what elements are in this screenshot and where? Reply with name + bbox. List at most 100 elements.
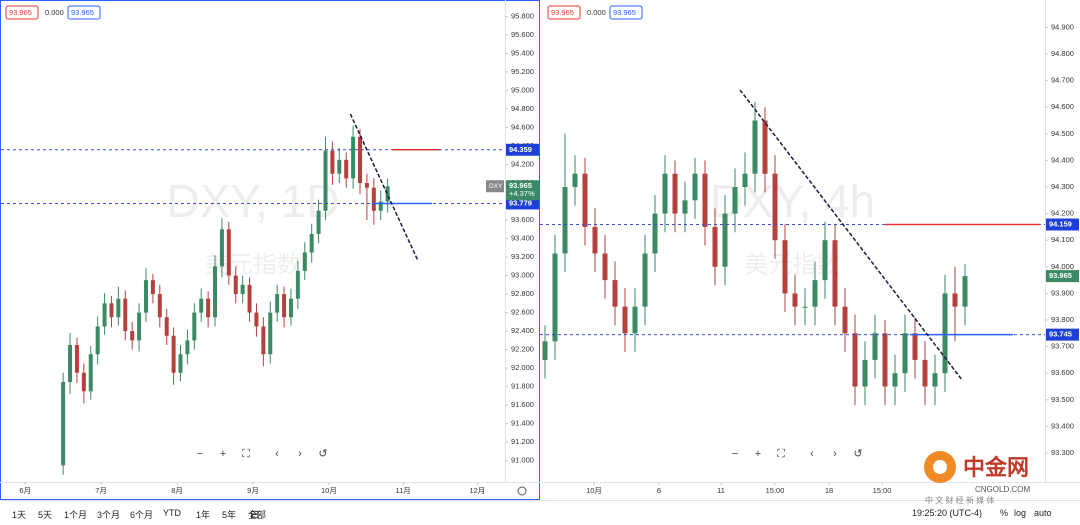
y-tick-label: 92.600	[511, 308, 534, 317]
candle-body	[562, 187, 568, 254]
candle-body	[552, 253, 558, 342]
y-tick-label: 95.800	[511, 11, 534, 20]
logo-tagline: 中 文 财 经 新 媒 体	[925, 495, 994, 505]
range-button[interactable]: YTD	[163, 508, 181, 518]
scale-option[interactable]: log	[1014, 508, 1027, 518]
scale-option[interactable]: auto	[1034, 508, 1052, 518]
range-button[interactable]: 1天	[12, 510, 27, 520]
candle-body	[137, 312, 142, 341]
candle-body	[185, 340, 190, 355]
nav-button[interactable]: ⛶	[777, 448, 785, 460]
nav-button[interactable]: ⛶	[242, 448, 250, 460]
candle-body	[61, 382, 66, 466]
nav-button[interactable]: ‹	[810, 448, 814, 460]
candle-body	[902, 333, 908, 374]
symbol-tag: DXY	[489, 183, 503, 190]
candle-body	[123, 298, 128, 332]
y-tick-label: 94.800	[1051, 49, 1074, 58]
nav-button[interactable]: +	[220, 448, 226, 460]
candle-body	[802, 306, 808, 308]
x-tick-label: 6月	[19, 486, 31, 495]
nav-button[interactable]: ›	[833, 448, 837, 460]
candle-body	[157, 294, 162, 318]
x-tick-label: 11	[717, 486, 725, 495]
trend-line	[739, 89, 963, 381]
candle-body	[752, 120, 758, 174]
candle-body	[74, 344, 79, 373]
x-tick-label: 18	[825, 486, 833, 495]
legend-value: 0.000	[587, 8, 606, 17]
scale-option[interactable]: %	[1000, 508, 1009, 518]
nav-button[interactable]: ↺	[318, 448, 327, 460]
y-tick-label: 93.900	[1051, 288, 1074, 297]
settings-icon[interactable]	[517, 486, 527, 496]
candle-body	[732, 187, 738, 214]
nav-button[interactable]: ‹	[275, 448, 279, 460]
candle-body	[337, 159, 342, 174]
candle-body	[150, 280, 155, 295]
x-tick-label: 12月	[469, 486, 485, 495]
candle-body	[922, 359, 928, 387]
price-label-box	[506, 197, 539, 210]
candle-body	[872, 333, 878, 360]
candle-body	[592, 226, 598, 254]
x-tick-label: 6	[657, 486, 661, 495]
candle-body	[772, 173, 778, 241]
range-button[interactable]: 5年	[222, 510, 237, 520]
candle-body	[682, 200, 688, 214]
x-tick-label: 10月	[586, 486, 602, 495]
y-tick-label: 93.400	[511, 234, 534, 243]
x-tick-label: 7月	[95, 486, 107, 495]
candle-body	[742, 173, 748, 188]
candle-body	[295, 270, 300, 299]
range-button[interactable]: 5天	[38, 510, 53, 520]
nav-button[interactable]: −	[732, 448, 738, 460]
nav-button[interactable]: ›	[298, 448, 302, 460]
price-change: +4.37%	[509, 189, 535, 198]
range-button[interactable]: 3个月	[97, 510, 121, 520]
candle-body	[542, 341, 548, 360]
candle-body	[842, 306, 848, 334]
candle-body	[344, 159, 349, 179]
candle-body	[632, 306, 638, 334]
y-tick-label: 91.800	[511, 382, 534, 391]
nav-button[interactable]: ↺	[853, 448, 862, 460]
y-tick-label: 94.600	[1051, 102, 1074, 111]
symbol-tag-box	[486, 180, 504, 193]
price-label-box	[506, 143, 539, 156]
candle-body	[952, 293, 958, 307]
x-tick-label: 9月	[247, 486, 259, 495]
y-tick-label: 95.000	[511, 85, 534, 94]
range-button[interactable]: 1年	[196, 510, 211, 520]
compare-icon[interactable]: ⊟	[250, 509, 260, 521]
range-button[interactable]: 6个月	[130, 510, 154, 520]
candle-body	[622, 306, 628, 334]
y-tick-label: 93.600	[1051, 368, 1074, 377]
legend-box	[5, 5, 39, 20]
range-button[interactable]: 全部	[248, 510, 267, 520]
y-tick-label: 94.900	[1051, 22, 1074, 31]
logo-name: 中金网	[963, 455, 1029, 480]
candle-body	[358, 136, 363, 184]
logo-domain: CNGOLD.COM	[975, 485, 1030, 494]
candle-body	[268, 312, 273, 355]
nav-button[interactable]: −	[197, 448, 203, 460]
candle-body	[81, 372, 86, 392]
range-button[interactable]: 1个月	[64, 510, 88, 520]
candle-body	[582, 173, 588, 227]
candle-body	[213, 266, 218, 318]
candle-body	[316, 210, 321, 234]
candle-body	[199, 298, 204, 313]
trend-line	[349, 113, 419, 262]
candle-body	[206, 298, 211, 318]
candle-body	[171, 335, 176, 373]
candle-body	[782, 240, 788, 294]
candle-body	[88, 354, 93, 392]
y-tick-label: 93.300	[1051, 448, 1074, 457]
y-tick-label: 91.000	[511, 456, 534, 465]
candle-body	[351, 136, 356, 179]
y-tick-label: 92.400	[511, 326, 534, 335]
x-tick-label: 10月	[321, 486, 337, 495]
nav-button[interactable]: +	[755, 448, 761, 460]
candle-body	[275, 294, 280, 313]
